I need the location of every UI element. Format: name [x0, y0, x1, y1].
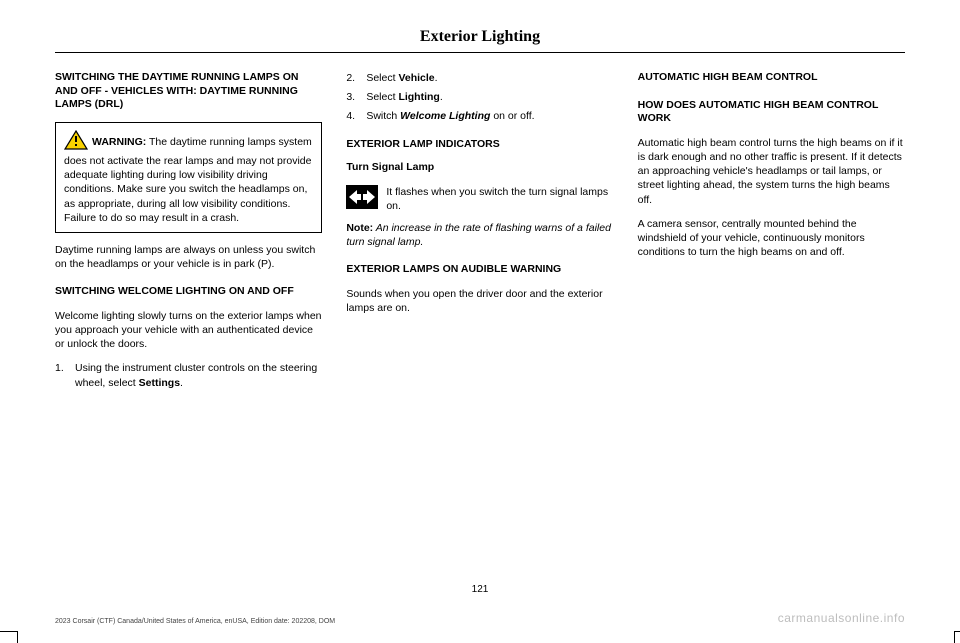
- heading-highbeam: AUTOMATIC HIGH BEAM CONTROL: [638, 71, 905, 85]
- step-3-b: Lighting: [398, 91, 439, 103]
- step-4: 4. Switch Welcome Lighting on or off.: [346, 109, 613, 123]
- header-rule: [55, 52, 905, 53]
- content-columns: SWITCHING THE DAYTIME RUNNING LAMPS ON A…: [55, 71, 905, 395]
- step-3-c: .: [440, 91, 443, 103]
- heading-turn-signal: Turn Signal Lamp: [346, 161, 613, 175]
- note-label: Note:: [346, 222, 373, 234]
- paragraph-welcome: Welcome lighting slowly turns on the ext…: [55, 309, 322, 352]
- step-3-a: Select: [366, 91, 398, 103]
- warning-box: WARNING: The daytime running lamps syste…: [55, 122, 322, 233]
- step-4-a: Switch: [366, 110, 400, 122]
- page-number: 121: [0, 584, 960, 595]
- warning-triangle-icon: [64, 130, 88, 154]
- turn-signal-row: It flashes when you switch the turn sign…: [346, 185, 613, 213]
- turn-signal-icon: [346, 185, 378, 213]
- step-2-b: Vehicle: [398, 72, 434, 84]
- step-1-c: .: [180, 377, 183, 389]
- paragraph-highbeam-1: Automatic high beam control turns the hi…: [638, 136, 905, 207]
- crop-mark-bottom-left: [0, 631, 18, 643]
- paragraph-drl: Daytime running lamps are always on unle…: [55, 243, 322, 271]
- step-2-a: Select: [366, 72, 398, 84]
- step-2-c: .: [435, 72, 438, 84]
- warning-text: The daytime running lamps system does no…: [64, 136, 312, 224]
- step-4-c: on or off.: [490, 110, 534, 122]
- footer-watermark: carmanualsonline.info: [778, 611, 905, 625]
- step-3-text: Select Lighting.: [366, 90, 613, 104]
- step-4-num: 4.: [346, 109, 366, 123]
- heading-highbeam-how: HOW DOES AUTOMATIC HIGH BEAM CONTROL WOR…: [638, 99, 905, 126]
- step-2: 2. Select Vehicle.: [346, 71, 613, 85]
- turn-signal-text: It flashes when you switch the turn sign…: [386, 185, 613, 213]
- note-text: An increase in the rate of flashing warn…: [346, 222, 611, 248]
- step-1-num: 1.: [55, 361, 75, 389]
- step-3-num: 3.: [346, 90, 366, 104]
- column-3: AUTOMATIC HIGH BEAM CONTROL HOW DOES AUT…: [638, 71, 905, 395]
- paragraph-highbeam-2: A camera sensor, centrally mounted behin…: [638, 217, 905, 260]
- warning-label: WARNING:: [92, 136, 146, 148]
- step-1-a: Using the instrument cluster controls on…: [75, 362, 317, 388]
- step-2-text: Select Vehicle.: [366, 71, 613, 85]
- step-1-b: Settings: [139, 377, 180, 389]
- step-3: 3. Select Lighting.: [346, 90, 613, 104]
- crop-mark-bottom-right: [954, 631, 960, 643]
- footer-left: 2023 Corsair (CTF) Canada/United States …: [55, 618, 335, 625]
- note: Note: An increase in the rate of flashin…: [346, 221, 613, 249]
- page-title: Exterior Lighting: [55, 28, 905, 46]
- step-2-num: 2.: [346, 71, 366, 85]
- heading-drl: SWITCHING THE DAYTIME RUNNING LAMPS ON A…: [55, 71, 322, 112]
- step-4-b: Welcome Lighting: [400, 110, 490, 122]
- step-1: 1. Using the instrument cluster controls…: [55, 361, 322, 389]
- step-1-text: Using the instrument cluster controls on…: [75, 361, 322, 389]
- column-2: 2. Select Vehicle. 3. Select Lighting. 4…: [346, 71, 613, 395]
- heading-audible: EXTERIOR LAMPS ON AUDIBLE WARNING: [346, 263, 613, 277]
- heading-indicators: EXTERIOR LAMP INDICATORS: [346, 138, 613, 152]
- paragraph-audible: Sounds when you open the driver door and…: [346, 287, 613, 315]
- heading-welcome: SWITCHING WELCOME LIGHTING ON AND OFF: [55, 285, 322, 299]
- page: Exterior Lighting SWITCHING THE DAYTIME …: [0, 0, 960, 643]
- step-4-text: Switch Welcome Lighting on or off.: [366, 109, 613, 123]
- column-1: SWITCHING THE DAYTIME RUNNING LAMPS ON A…: [55, 71, 322, 395]
